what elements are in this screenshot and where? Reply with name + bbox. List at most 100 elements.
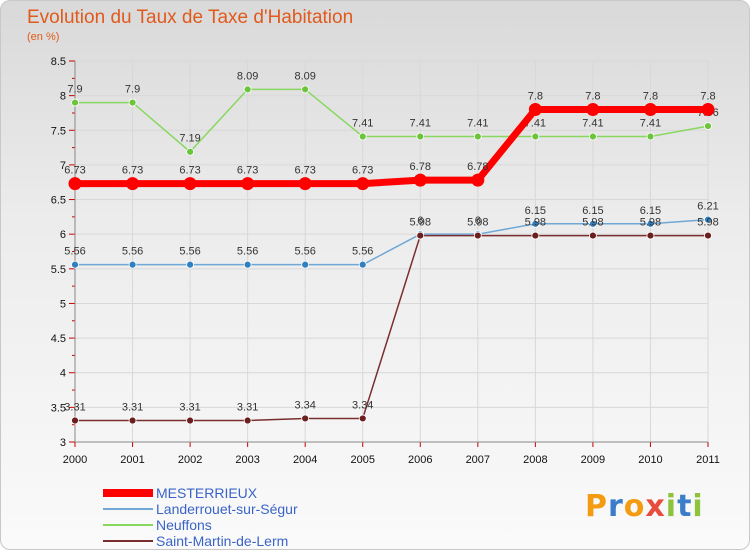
data-label: 6.78 xyxy=(467,161,488,173)
data-label: 5.56 xyxy=(179,246,200,258)
data-point xyxy=(243,85,252,94)
data-label: 3.34 xyxy=(294,399,315,411)
series-line xyxy=(75,234,708,422)
x-tick-label: 2007 xyxy=(466,454,490,466)
data-point xyxy=(241,177,255,191)
data-point xyxy=(71,98,79,107)
data-label: 6.78 xyxy=(410,161,431,173)
data-label: 7.8 xyxy=(700,90,715,102)
x-tick-label: 2003 xyxy=(235,454,259,466)
data-label: 5.56 xyxy=(294,246,315,258)
data-point xyxy=(528,102,542,116)
data-label: 7.41 xyxy=(352,118,373,130)
data-point xyxy=(643,102,657,116)
data-label: 5.56 xyxy=(352,246,373,258)
chart-title: Evolution du Taux de Taxe d'Habitation xyxy=(27,7,354,28)
data-label: 7.8 xyxy=(643,90,658,102)
data-label: 5.98 xyxy=(467,217,488,229)
data-label: 6.73 xyxy=(179,165,200,177)
y-tick-label: 7 xyxy=(60,160,66,172)
series-line xyxy=(75,218,709,266)
x-tick-label: 2008 xyxy=(523,454,547,466)
series-saint-martin-de-lerm: 3.31 3.31 3.31 3.31 3.34 3.34 5.98 5.98 5.98 5.98… xyxy=(64,217,719,425)
data-label: 7.8 xyxy=(528,90,543,102)
data-point xyxy=(416,132,425,141)
y-tick-label: 8.5 xyxy=(51,56,66,68)
y-tick-label: 3 xyxy=(60,437,66,449)
logo-letter: r xyxy=(608,489,624,524)
data-label: 7.41 xyxy=(410,118,431,130)
data-point xyxy=(589,132,597,141)
data-point xyxy=(531,231,540,240)
data-point xyxy=(358,260,367,269)
x-tick-label: 2009 xyxy=(581,454,605,466)
data-point xyxy=(126,177,140,191)
x-tick-label: 2004 xyxy=(293,454,317,466)
data-point xyxy=(704,215,712,224)
data-label: 5.98 xyxy=(582,217,603,229)
data-point xyxy=(704,231,712,240)
y-tick-label: 7.5 xyxy=(51,125,66,137)
x-tick-label: 2001 xyxy=(120,454,144,466)
data-label: 3.31 xyxy=(122,402,143,414)
data-label: 5.98 xyxy=(525,217,546,229)
data-point xyxy=(186,260,194,269)
data-point xyxy=(186,416,194,425)
legend-label: Neuffons xyxy=(156,517,212,533)
data-label: 7.9 xyxy=(125,84,140,96)
data-label: 5.98 xyxy=(410,217,431,229)
series-line xyxy=(75,88,709,153)
data-label: 6.15 xyxy=(582,205,603,217)
logo-letter: o xyxy=(623,489,646,524)
data-point xyxy=(646,231,655,240)
data-point xyxy=(589,219,597,228)
data-point xyxy=(701,102,715,116)
y-tick-label: 4.5 xyxy=(51,333,66,345)
logo-letter: i xyxy=(692,489,704,524)
data-label: 7.41 xyxy=(582,118,603,130)
data-point xyxy=(128,98,137,107)
data-point xyxy=(646,219,655,228)
data-point xyxy=(71,260,79,269)
data-label: 6 xyxy=(417,215,423,227)
data-label: 7.41 xyxy=(467,118,488,130)
logo-letter: x xyxy=(645,489,666,524)
data-label: 7.8 xyxy=(585,90,600,102)
series-line xyxy=(75,105,708,188)
data-point xyxy=(531,219,540,228)
legend-label: MESTERRIEUX xyxy=(156,485,258,501)
y-tick-label: 3.5 xyxy=(51,402,66,414)
data-point xyxy=(358,132,367,141)
logo-letter: i xyxy=(665,489,678,524)
data-point xyxy=(243,260,252,269)
data-label: 6.21 xyxy=(697,201,718,213)
y-tick-label: 4 xyxy=(60,368,66,380)
data-point xyxy=(301,414,310,423)
data-label: 8.09 xyxy=(294,70,315,82)
x-tick-label: 2000 xyxy=(63,454,87,466)
logo-letter: P xyxy=(585,489,608,524)
data-label: 5.56 xyxy=(122,246,143,258)
data-point xyxy=(68,177,82,191)
x-tick-label: 2010 xyxy=(638,454,662,466)
data-point xyxy=(589,231,597,240)
x-tick-label: 2011 xyxy=(696,454,720,466)
data-point xyxy=(413,173,427,187)
data-label: 3.31 xyxy=(64,402,85,414)
data-label: 6.73 xyxy=(64,165,85,177)
y-tick-label: 6 xyxy=(60,229,66,241)
y-tick-label: 5 xyxy=(60,298,66,310)
data-label: 6.73 xyxy=(237,165,258,177)
x-tick-label: 2005 xyxy=(350,454,374,466)
data-point xyxy=(646,132,655,141)
data-point xyxy=(301,85,310,94)
data-point xyxy=(704,122,712,131)
data-label: 5.56 xyxy=(237,246,258,258)
data-label: 3.31 xyxy=(179,402,200,414)
data-label: 3.34 xyxy=(352,399,373,411)
series-mesterrieux: 6.73 6.73 6.73 6.73 6.73 6.73 6.78 6.78 7.8 7.8 7.… xyxy=(64,90,716,191)
chart-unit-label: (en %) xyxy=(27,31,60,43)
data-point xyxy=(186,147,194,156)
